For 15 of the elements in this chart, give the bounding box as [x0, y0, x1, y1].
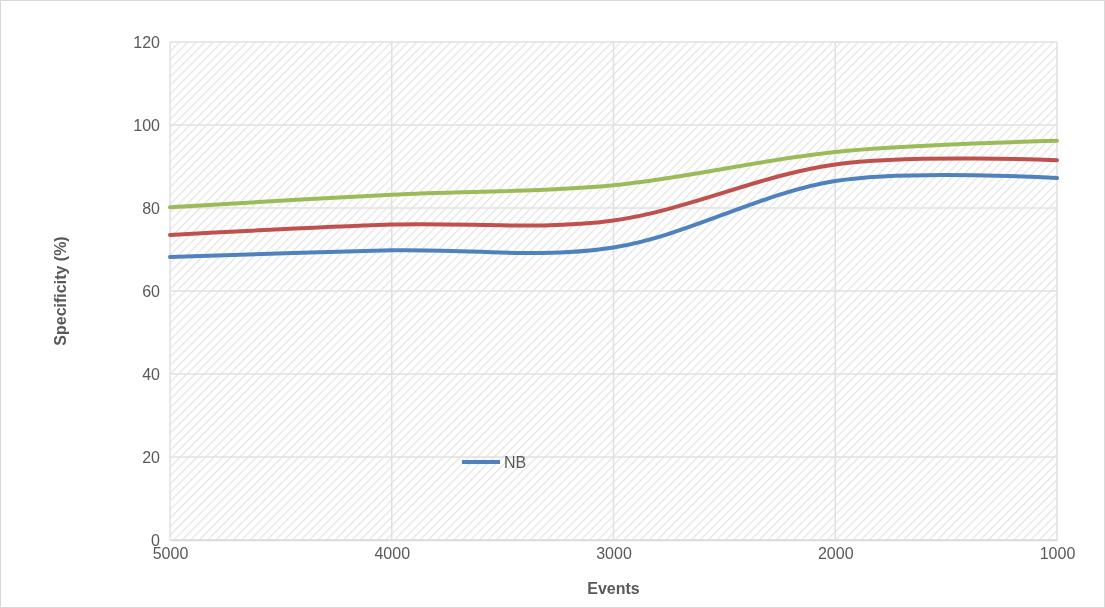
line-series — [168, 138, 1059, 210]
x-axis-title: Events — [587, 580, 640, 597]
y-tick-label: 100 — [133, 116, 161, 134]
y-tick-label: 60 — [142, 282, 161, 300]
y-axis-title: Specificity (%) — [52, 236, 69, 346]
y-tick-label: 20 — [142, 448, 161, 466]
y-tick-label: 120 — [133, 33, 161, 51]
y-tick-label: 40 — [142, 365, 161, 383]
x-tick-label: 2000 — [817, 545, 854, 563]
x-tick-label: 1000 — [1039, 545, 1076, 563]
x-tick-label: 5000 — [152, 545, 189, 563]
x-tick-label: 3000 — [596, 545, 632, 563]
y-tick-label: 80 — [142, 199, 161, 217]
legend-label: NB — [504, 454, 527, 471]
x-tick-label: 4000 — [374, 545, 411, 563]
